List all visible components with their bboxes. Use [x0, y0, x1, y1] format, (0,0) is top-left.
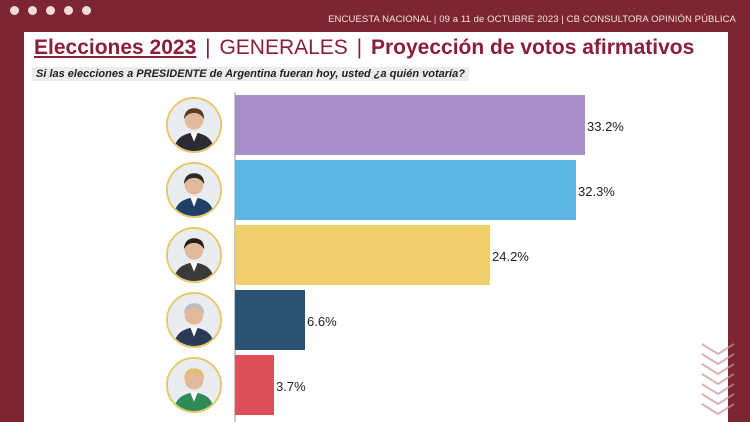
data-label: 3.7%	[276, 379, 306, 394]
data-label: 6.6%	[307, 314, 337, 329]
bar	[235, 225, 490, 285]
dot	[10, 6, 19, 15]
decorative-dots	[10, 6, 91, 15]
candidate-portrait-4-icon	[166, 292, 222, 348]
dot	[82, 6, 91, 15]
candidate-portrait-2-icon	[166, 162, 222, 218]
chevron-decoration-icon	[701, 343, 735, 416]
title-part-elecciones: Elecciones 2023	[34, 36, 197, 59]
bar	[235, 355, 274, 415]
dot	[64, 6, 73, 15]
bar	[235, 290, 305, 350]
data-label: 33.2%	[587, 119, 624, 134]
category-axis-line	[234, 92, 236, 422]
bar-chart: 33.2% 32.3% 24.2% 6.6% 3.7%	[24, 32, 728, 422]
chart-panel: Elecciones 2023 | GENERALES | Proyección…	[24, 32, 728, 422]
chart-title: Elecciones 2023 | GENERALES | Proyección…	[34, 36, 694, 60]
bar	[235, 160, 576, 220]
title-part-proyeccion: Proyección de votos afirmativos	[370, 36, 695, 59]
title-part-generales: GENERALES	[219, 36, 348, 59]
data-label: 32.3%	[578, 184, 615, 199]
bar	[235, 95, 585, 155]
data-label: 24.2%	[492, 249, 529, 264]
candidate-portrait-5-icon	[166, 357, 222, 413]
dot	[46, 6, 55, 15]
title-separator: |	[205, 36, 211, 59]
candidate-portrait-3-icon	[166, 227, 222, 283]
survey-header: ENCUESTA NACIONAL | 09 a 11 de OCTUBRE 2…	[328, 14, 736, 25]
candidate-portrait-1-icon	[166, 97, 222, 153]
dot	[28, 6, 37, 15]
title-separator: |	[356, 36, 363, 59]
survey-question: Si las elecciones a PRESIDENTE de Argent…	[32, 67, 469, 81]
